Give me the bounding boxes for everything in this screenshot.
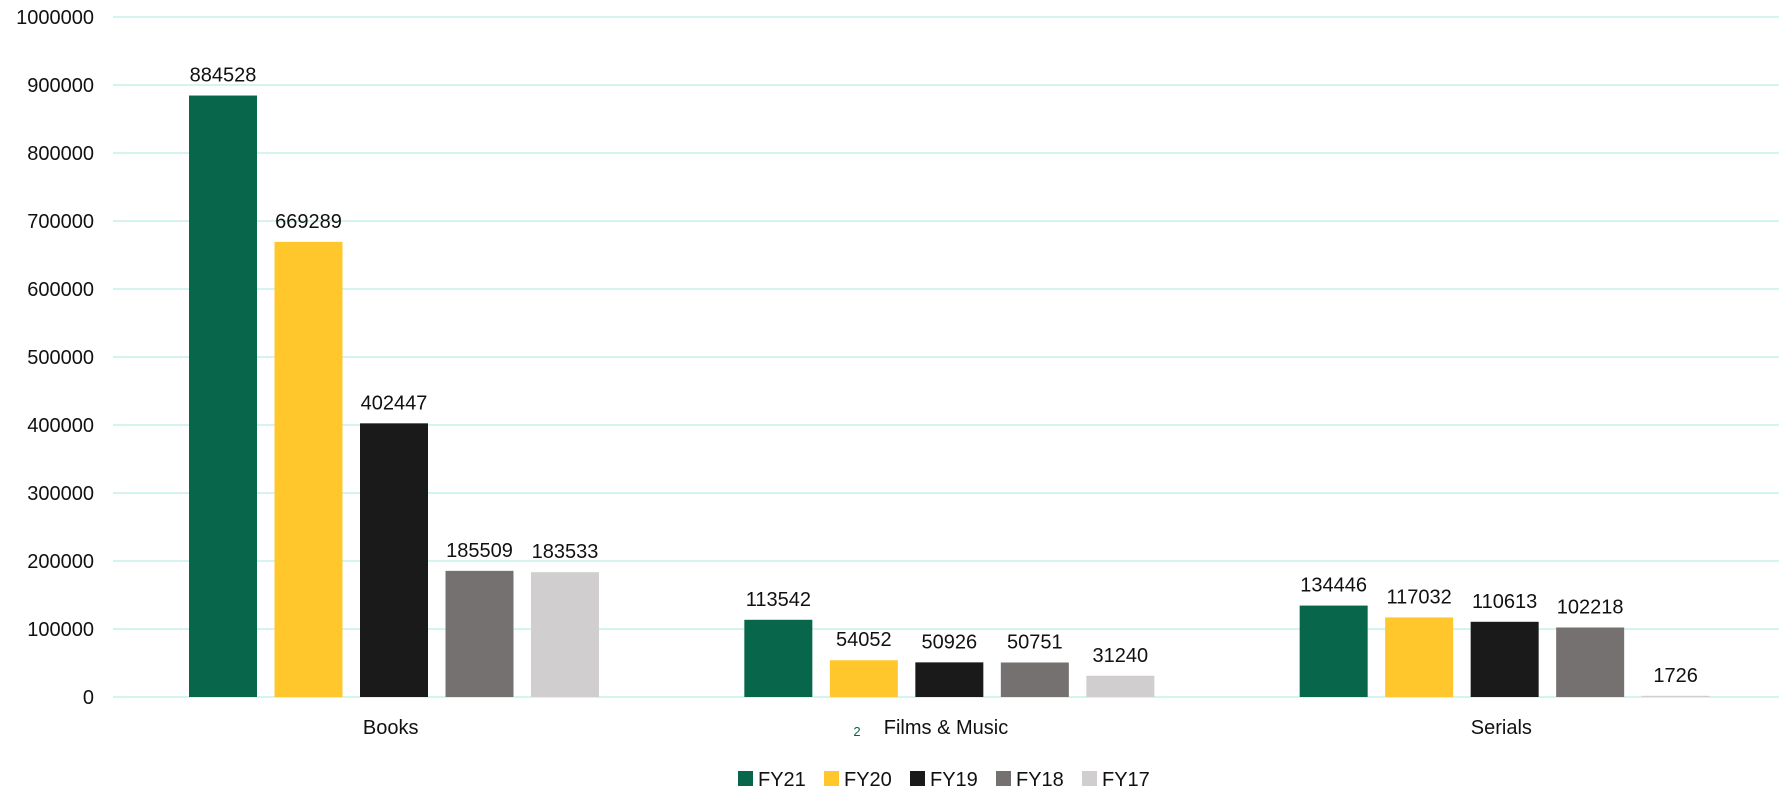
bar (915, 662, 984, 697)
data-label: 183533 (532, 541, 599, 563)
bar (1556, 627, 1625, 697)
footnote-annotation: 2 (853, 724, 860, 739)
x-category-label: Books (363, 717, 419, 739)
legend-swatch (1082, 771, 1097, 786)
data-label: 113542 (746, 589, 811, 611)
data-label: 402447 (361, 392, 428, 414)
y-tick-label: 600000 (27, 279, 94, 301)
data-label: 185509 (446, 540, 513, 562)
data-label: 117032 (1387, 586, 1452, 608)
bar (445, 570, 514, 697)
legend-swatch (910, 771, 925, 786)
legend-label: FY19 (930, 769, 978, 791)
data-label: 50926 (922, 631, 978, 653)
bar (1385, 617, 1454, 697)
y-tick-label: 0 (83, 687, 94, 709)
data-label: 1726 (1653, 665, 1698, 687)
data-label: 102218 (1557, 596, 1624, 618)
y-tick-label: 500000 (27, 347, 94, 369)
bar (189, 95, 257, 698)
data-label: 884528 (190, 65, 257, 87)
legend-swatch (996, 771, 1011, 786)
data-label: 50751 (1007, 631, 1063, 653)
data-label: 31240 (1093, 645, 1149, 667)
legend-label: FY20 (844, 769, 892, 791)
bar (531, 572, 599, 697)
y-tick-label: 700000 (27, 211, 94, 233)
bar (829, 660, 898, 697)
bar (1641, 695, 1710, 697)
legend-label: FY17 (1102, 769, 1150, 791)
bar (274, 241, 343, 697)
y-tick-label: 100000 (27, 619, 94, 641)
data-label: 54052 (836, 629, 892, 651)
bar (360, 423, 428, 697)
data-label: 110613 (1472, 591, 1537, 613)
bar (1470, 621, 1539, 697)
legend-label: FY21 (758, 769, 806, 791)
x-category-label: Films & Music (884, 717, 1008, 739)
y-tick-label: 300000 (27, 483, 94, 505)
y-tick-label: 400000 (27, 415, 94, 437)
bar (1299, 605, 1368, 697)
bar (1000, 662, 1069, 697)
y-tick-label: 200000 (27, 551, 94, 573)
data-label: 669289 (275, 211, 342, 233)
y-tick-label: 1000000 (16, 7, 94, 29)
legend-swatch (738, 771, 753, 786)
bar (1086, 675, 1155, 697)
legend-label: FY18 (1016, 769, 1064, 791)
y-tick-label: 900000 (27, 75, 94, 97)
bar (744, 619, 813, 697)
legend-swatch (824, 771, 839, 786)
x-category-label: Serials (1471, 717, 1532, 739)
y-tick-label: 800000 (27, 143, 94, 165)
data-label: 134446 (1300, 575, 1367, 597)
